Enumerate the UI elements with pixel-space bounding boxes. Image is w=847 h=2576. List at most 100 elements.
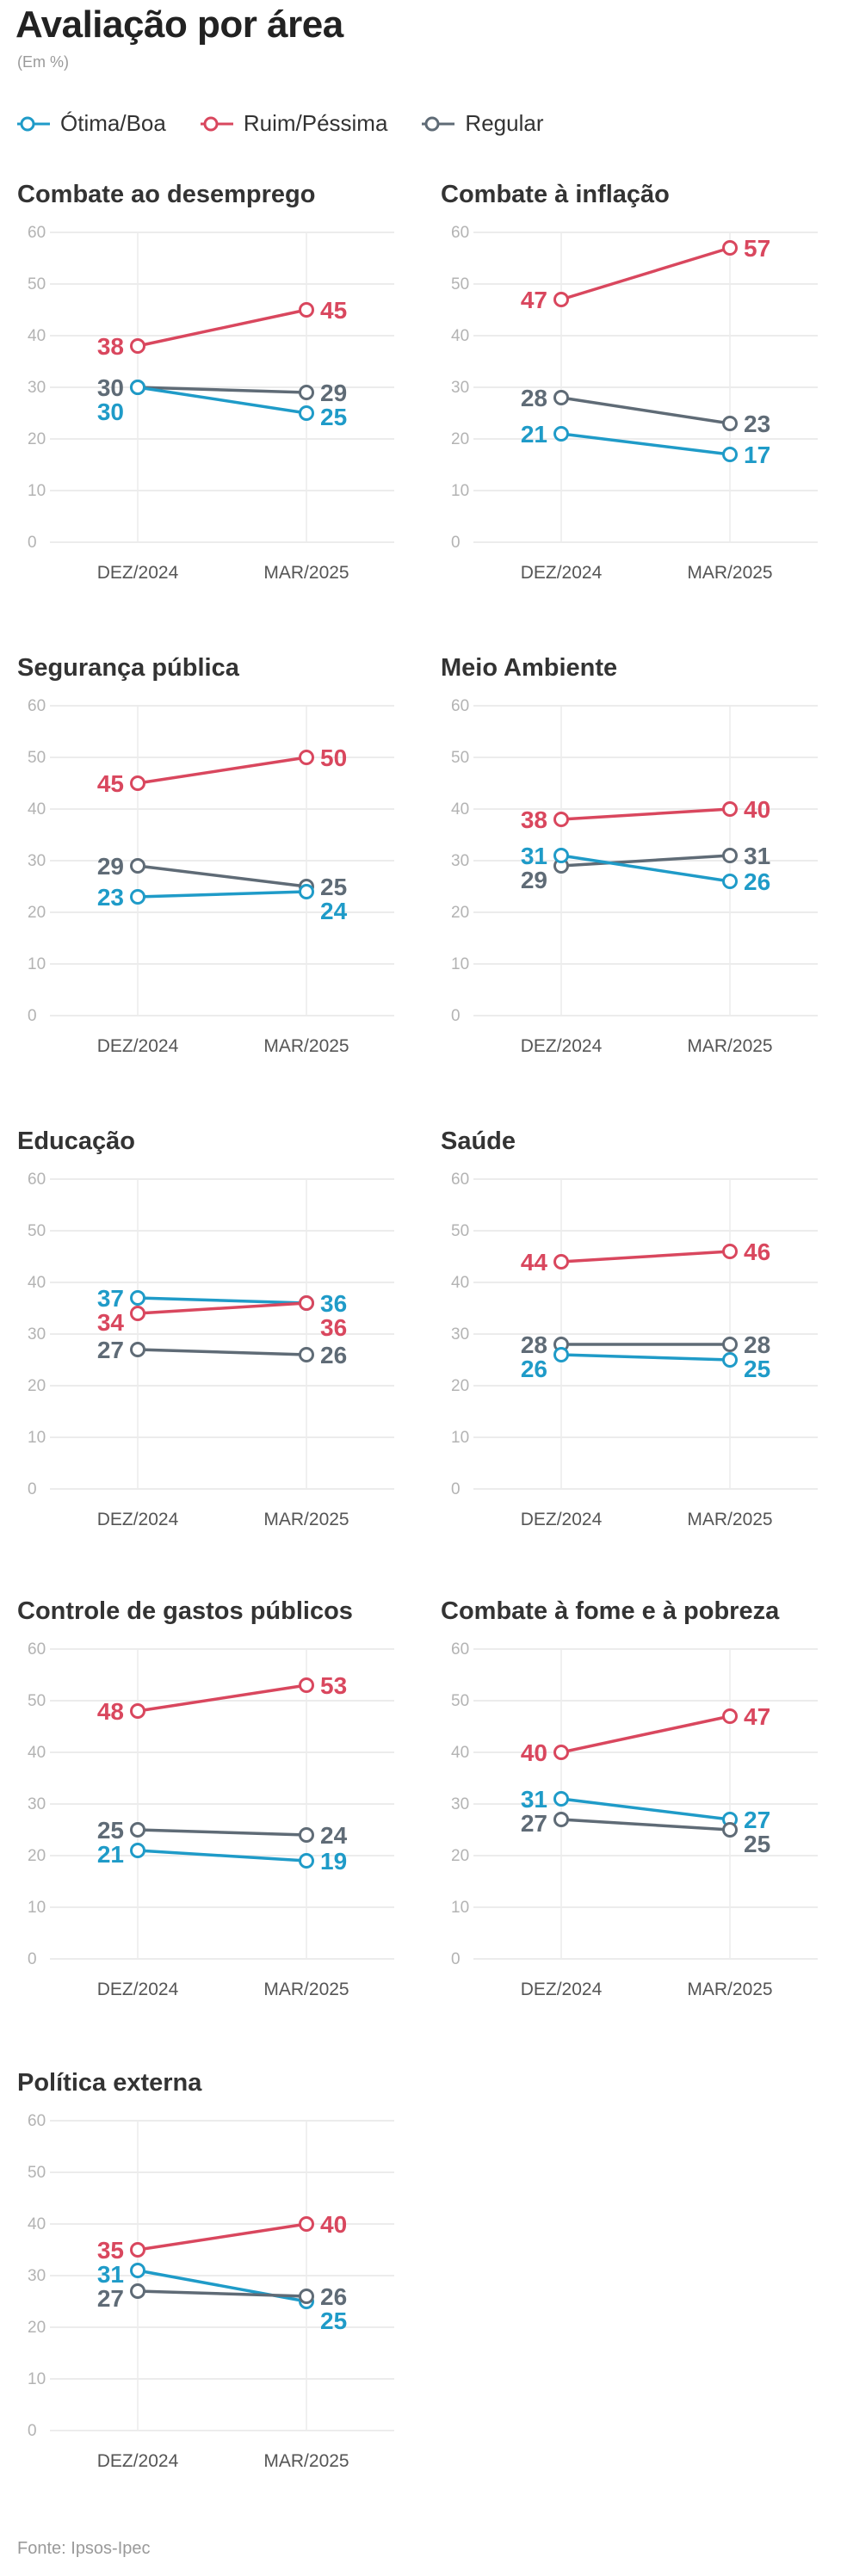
chart-panel: Segurança pública 0 10 20 30 40 50 60 DEZ/2024 M… <box>15 654 411 1102</box>
legend-marker-otima-boa <box>17 116 50 131</box>
data-label: 53 <box>320 1672 347 1699</box>
series-line <box>137 890 307 899</box>
chart-title: Controle de gastos públicos <box>17 1597 353 1625</box>
data-label: 50 <box>320 744 347 771</box>
data-point <box>722 1337 738 1352</box>
data-label: 26 <box>320 1342 347 1368</box>
data-label: 31 <box>521 843 547 869</box>
chart-panel: Combate ao desemprego 0 10 20 30 40 50 60 DEZ/2… <box>15 181 411 628</box>
y-tick-label: 40 <box>451 1744 469 1762</box>
y-tick-label: 60 <box>451 1640 469 1659</box>
y-tick-label: 10 <box>28 2370 46 2388</box>
y-tick-label: 10 <box>28 1429 46 1447</box>
series-line <box>560 1818 731 1832</box>
series-line <box>137 2289 307 2298</box>
data-label: 47 <box>744 1703 770 1730</box>
y-tick-label: 60 <box>28 224 46 242</box>
data-point <box>130 1342 145 1357</box>
data-label: 28 <box>744 1331 770 1358</box>
y-tick-label: 0 <box>28 1480 37 1498</box>
y-tick-label: 0 <box>451 1950 461 1968</box>
data-point <box>553 1812 569 1827</box>
data-label: 31 <box>744 843 770 869</box>
y-tick-label: 60 <box>28 1171 46 1189</box>
chart-title: Combate à fome e à pobreza <box>441 1597 780 1625</box>
y-tick-label: 20 <box>28 904 46 922</box>
data-label: 25 <box>97 1817 124 1844</box>
y-tick-label: 50 <box>28 2164 46 2182</box>
data-point <box>130 1703 145 1719</box>
data-label: 26 <box>744 868 770 895</box>
data-point <box>553 1791 569 1807</box>
chart-title: Educação <box>17 1127 135 1155</box>
y-tick-label: 60 <box>28 697 46 715</box>
data-label: 44 <box>521 1249 548 1276</box>
chart-title: Combate à inflação <box>441 181 670 208</box>
series-line <box>137 1296 307 1305</box>
data-point <box>722 1822 738 1838</box>
data-label: 21 <box>521 421 547 448</box>
data-point <box>130 1290 145 1306</box>
x-tick-label: MAR/2025 <box>263 1980 349 1999</box>
data-label: 24 <box>320 1822 348 1849</box>
chart-title: Combate ao desemprego <box>17 181 316 208</box>
data-label: 24 <box>320 898 348 924</box>
chart-title: Política externa <box>17 2069 202 2097</box>
data-point <box>130 889 145 905</box>
data-label: 36 <box>320 1290 347 1317</box>
data-label: 23 <box>744 411 770 437</box>
y-tick-label: 50 <box>28 275 46 293</box>
y-tick-label: 30 <box>28 852 46 870</box>
y-tick-label: 50 <box>451 1692 469 1710</box>
x-tick-label: MAR/2025 <box>263 1510 349 1529</box>
data-label: 46 <box>744 1239 770 1265</box>
data-label: 25 <box>744 1356 770 1382</box>
y-tick-label: 20 <box>28 430 46 448</box>
series-line <box>560 432 731 456</box>
data-point <box>130 1822 145 1838</box>
y-tick-label: 0 <box>451 1480 461 1498</box>
x-tick-label: MAR/2025 <box>687 563 772 583</box>
y-tick-label: 20 <box>28 1377 46 1395</box>
data-label: 27 <box>97 2285 124 2312</box>
series-line <box>137 2222 307 2252</box>
data-label: 48 <box>97 1698 124 1725</box>
y-tick-label: 50 <box>451 1222 469 1240</box>
data-point <box>130 2263 145 2278</box>
y-tick-label: 40 <box>28 1744 46 1762</box>
y-tick-label: 10 <box>451 1899 469 1917</box>
x-tick-label: MAR/2025 <box>263 563 349 583</box>
legend: Ótima/Boa Ruim/Péssima Regular <box>15 110 543 137</box>
x-tick-label: MAR/2025 <box>687 1036 772 1056</box>
data-label: 25 <box>320 874 347 900</box>
chart-panel: Política externa 0 10 20 30 40 50 60 DEZ/2024 MA… <box>15 2069 411 2517</box>
x-tick-label: DEZ/2024 <box>521 1036 603 1056</box>
data-label: 17 <box>744 442 770 468</box>
y-tick-label: 50 <box>28 1692 46 1710</box>
legend-item-ruim-pessima: Ruim/Péssima <box>199 110 387 137</box>
chart-title: Meio Ambiente <box>441 654 618 682</box>
line-chart: 0 10 20 30 40 50 60 DEZ/2024 MAR/2025 48 53 25 24 21 1… <box>28 1640 394 1999</box>
series-line <box>137 1849 307 1863</box>
y-tick-label: 0 <box>28 1007 37 1025</box>
line-chart: 0 10 20 30 40 50 60 DEZ/2024 MAR/2025 35 40 31 25 27 2… <box>28 2112 394 2471</box>
data-point <box>722 447 738 462</box>
data-label: 27 <box>521 1810 547 1837</box>
series-line <box>137 386 307 415</box>
y-tick-label: 10 <box>28 955 46 973</box>
y-tick-label: 10 <box>28 1899 46 1917</box>
x-tick-label: DEZ/2024 <box>97 1036 179 1056</box>
data-point <box>299 302 314 318</box>
data-label: 27 <box>97 1337 124 1363</box>
chart-panel: Combate à inflação 0 10 20 30 40 50 60 DEZ/2024… <box>439 181 835 628</box>
y-tick-label: 10 <box>451 482 469 500</box>
x-tick-label: MAR/2025 <box>263 1036 349 1056</box>
x-tick-label: DEZ/2024 <box>97 563 179 583</box>
data-label: 45 <box>320 297 347 324</box>
series-line <box>560 807 731 821</box>
y-tick-label: 30 <box>451 852 469 870</box>
y-tick-label: 40 <box>451 800 469 819</box>
y-tick-label: 60 <box>451 224 469 242</box>
y-tick-label: 30 <box>451 1795 469 1813</box>
